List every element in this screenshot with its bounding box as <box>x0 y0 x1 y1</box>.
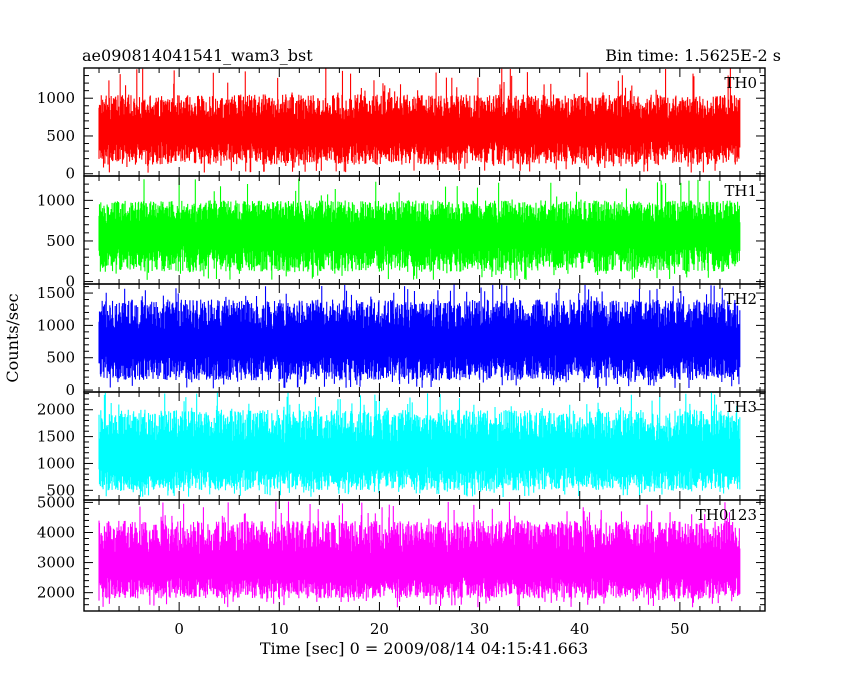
figure-title-left: ae090814041541_wam3_bst <box>82 46 313 65</box>
y-tick-label: 0 <box>65 165 75 183</box>
y-tick-label: 2000 <box>37 401 75 419</box>
x-tick-label: 40 <box>570 620 589 638</box>
y-tick-label: 500 <box>46 127 75 145</box>
panel-th2: 0 500 1000 1500 TH2 <box>37 283 766 399</box>
y-tick-label: 1000 <box>37 316 75 334</box>
panel-frame <box>83 499 766 612</box>
panel-label-th2: TH2 <box>724 290 757 308</box>
y-tick-label: 500 <box>46 349 75 367</box>
panel-label-th0123: TH0123 <box>696 506 757 524</box>
figure-title-right: Bin time: 1.5625E-2 s <box>605 46 781 65</box>
series-th1 <box>98 177 741 281</box>
series-th2 <box>98 284 741 389</box>
y-tick-label: 0 <box>65 381 75 399</box>
panel-th0: 0 500 1000 TH0 <box>37 67 766 183</box>
y-tick-label: 0 <box>65 273 75 291</box>
series-th0 <box>98 68 741 173</box>
y-tick-label: 500 <box>46 232 75 250</box>
panel-label-th1: TH1 <box>724 182 757 200</box>
y-tick-label: 1000 <box>37 454 75 472</box>
series-th3 <box>98 392 741 497</box>
y-tick-label: 500 <box>46 481 75 499</box>
y-tick-label: 2000 <box>37 584 75 602</box>
panel-th1: 0 500 1000 TH1 <box>37 175 766 291</box>
y-tick-label: 1000 <box>37 89 75 107</box>
x-tick-label: 0 <box>174 620 184 638</box>
x-tick-label: 10 <box>270 620 289 638</box>
series-th0123 <box>98 501 741 608</box>
panel-label-th3: TH3 <box>724 398 757 416</box>
y-tick-label: 4000 <box>37 523 75 541</box>
x-tick-label: 20 <box>370 620 389 638</box>
y-tick-label: 1500 <box>37 284 75 302</box>
y-tick-label: 5000 <box>37 493 75 511</box>
y-tick-label: 3000 <box>37 554 75 572</box>
x-axis: 0 10 20 30 40 50 <box>174 620 689 638</box>
panels-group: 0 500 1000 TH0 0 500 1000 TH1 0 500 1000 1500 TH2 500… <box>37 67 766 612</box>
x-tick-label: 30 <box>470 620 489 638</box>
panel-th0123: 2000 3000 4000 5000 TH0123 <box>37 493 766 612</box>
x-tick-label: 50 <box>670 620 689 638</box>
y-axis-label: Counts/sec <box>3 293 22 382</box>
panel-label-th0: TH0 <box>724 74 757 92</box>
panel-th3: 500 1000 1500 2000 TH3 <box>37 391 766 501</box>
y-tick-label: 1500 <box>37 428 75 446</box>
x-axis-label: Time [sec] 0 = 2009/08/14 04:15:41.663 <box>260 639 588 658</box>
y-tick-label: 1000 <box>37 191 75 209</box>
